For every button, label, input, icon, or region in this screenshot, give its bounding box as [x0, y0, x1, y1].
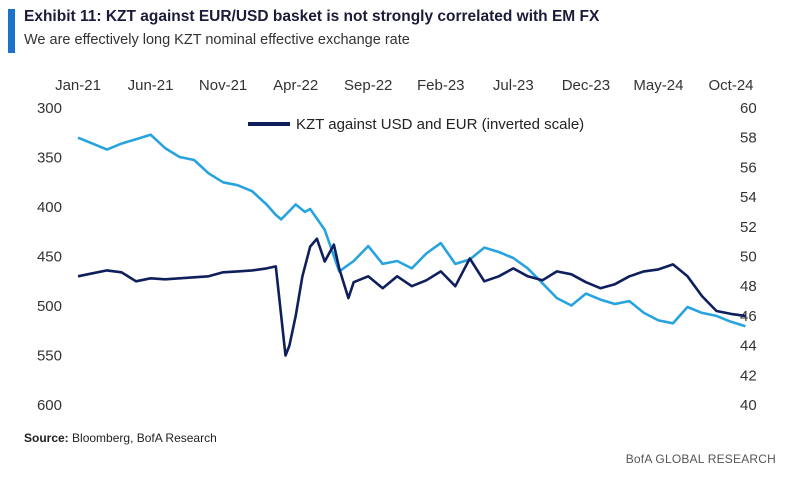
x-tick-label: Feb-23	[417, 77, 465, 94]
series-lines	[77, 133, 746, 357]
right-axis-labels: 40 42 44 46 48 50 52 54 56 58 60	[740, 100, 757, 414]
left-tick-label: 300	[37, 100, 62, 117]
left-tick-label: 500	[37, 298, 62, 315]
right-tick-label: 50	[740, 249, 757, 266]
source-label: Source:	[24, 431, 69, 445]
right-tick-label: 58	[740, 130, 757, 147]
right-tick-label: 60	[740, 100, 757, 117]
x-tick-label: May-24	[633, 77, 683, 94]
chart-title: Exhibit 11: KZT against EUR/USD basket i…	[24, 8, 600, 25]
left-tick-label: 600	[37, 397, 62, 414]
x-tick-label: Jun-21	[128, 77, 174, 94]
x-tick-label: Dec-23	[562, 77, 610, 94]
right-tick-label: 54	[740, 189, 757, 206]
right-tick-label: 42	[740, 367, 757, 384]
source-text: Bloomberg, BofA Research	[72, 431, 217, 445]
em-series-line	[77, 133, 746, 328]
x-axis-labels: Jan-21 Jun-21 Nov-21 Apr-22 Sep-22 Feb-23 Jul-…	[55, 77, 753, 94]
right-tick-label: 52	[740, 219, 757, 236]
right-tick-label: 40	[740, 397, 757, 414]
x-tick-label: Nov-21	[199, 77, 247, 94]
right-tick-label: 48	[740, 278, 757, 295]
x-tick-label: Jul-23	[493, 77, 534, 94]
right-tick-label: 56	[740, 159, 757, 176]
left-tick-label: 450	[37, 249, 62, 266]
left-tick-label: 350	[37, 150, 62, 167]
brand-label: BofA GLOBAL RESEARCH	[625, 452, 776, 466]
x-tick-label: Jan-21	[55, 77, 101, 94]
kzt-series-line	[77, 237, 746, 357]
legend-label: KZT against USD and EUR (inverted scale)	[296, 116, 584, 133]
x-tick-label: Oct-24	[708, 77, 753, 94]
left-tick-label: 400	[37, 199, 62, 216]
accent-bar	[8, 9, 15, 53]
legend: KZT against USD and EUR (inverted scale)	[248, 116, 584, 133]
right-tick-label: 44	[740, 338, 757, 355]
source-note: Source: Bloomberg, BofA Research	[24, 431, 217, 445]
right-tick-label: 46	[740, 308, 757, 325]
x-tick-label: Apr-22	[273, 77, 318, 94]
left-axis-labels: 300 350 400 450 500 550 600	[37, 100, 62, 414]
chart-subtitle: We are effectively long KZT nominal effe…	[24, 32, 410, 48]
left-tick-label: 550	[37, 348, 62, 365]
x-tick-label: Sep-22	[344, 77, 392, 94]
